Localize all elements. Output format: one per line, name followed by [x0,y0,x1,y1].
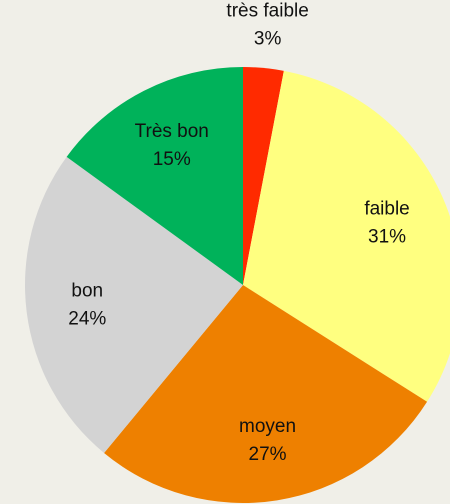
slice-value-label: 31% [368,227,406,248]
pie-slice [104,285,428,503]
slice-value-label: 3% [254,29,282,50]
slice-value-label: 27% [249,444,287,465]
slice-value-label: 15% [153,149,191,170]
pie-slice [66,67,243,285]
slice-label: faible [364,199,409,220]
pie-slice [24,156,243,453]
slice-label: Très bon [135,121,209,142]
slice-label: très faible [226,1,308,22]
slice-label: bon [71,281,103,302]
pie-slice [243,67,284,285]
slice-label: moyen [239,416,296,437]
pie-slice [243,70,450,402]
slice-value-label: 24% [68,309,106,330]
